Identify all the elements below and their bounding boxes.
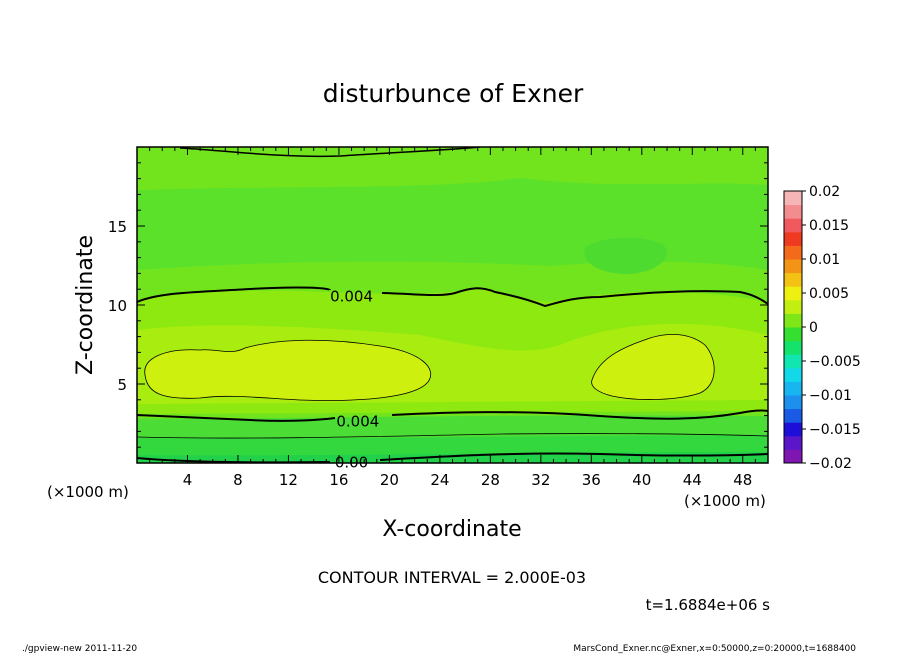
colorbar-swatch — [784, 435, 802, 450]
colorbar-swatch — [784, 422, 802, 437]
y-tick-label: 15 — [108, 218, 127, 236]
colorbar-swatch — [784, 354, 802, 369]
colorbar-swatch — [784, 408, 802, 423]
colorbar-swatch — [784, 259, 802, 274]
colorbar-swatch — [784, 327, 802, 342]
colorbar-swatch — [784, 286, 802, 301]
contour-0.004-lower — [137, 409, 768, 422]
colorbar-swatch — [784, 313, 802, 328]
colorbar-swatch — [784, 381, 802, 396]
x-tick-label: 44 — [683, 471, 702, 489]
x-tick-label: 32 — [531, 471, 550, 489]
colorbar-swatch — [784, 218, 802, 233]
x-tick-label: 40 — [632, 471, 651, 489]
colorbar-tick-label: −0.015 — [809, 422, 861, 438]
x-tick-label: 16 — [329, 471, 348, 489]
contour-interval-text: CONTOUR INTERVAL = 2.000E-03 — [318, 568, 586, 587]
patch-upper-right — [584, 237, 668, 275]
contour-0.002-lower — [137, 433, 768, 439]
chart-title: disturbunce of Exner — [323, 79, 584, 108]
colorbar-tick-label: 0.005 — [809, 286, 849, 302]
x-tick-label: 4 — [183, 471, 193, 489]
x-axis: 4 8 12 16 20 24 28 32 36 40 44 48 — [136, 147, 769, 489]
contour-fill — [137, 147, 768, 463]
x-unit-right: (×1000 m) — [684, 492, 766, 510]
colorbar-swatch — [784, 299, 802, 314]
colorbar: 0.02 0.015 0.01 0.005 0 −0.005 −0.01 −0.015 −0.0… — [783, 184, 861, 472]
x-tick-label: 48 — [733, 471, 752, 489]
colorbar-swatch — [784, 245, 802, 260]
contour-label: 0.004 — [330, 288, 373, 306]
contour-0.004-upper — [137, 286, 768, 308]
band-upper-0.002 — [137, 147, 768, 190]
y-tick-label: 5 — [117, 376, 127, 394]
y-axis: 5 10 15 — [108, 146, 768, 464]
y-axis-label: Z-coordinate — [73, 235, 98, 375]
colorbar-swatch — [784, 340, 802, 355]
blob-left — [144, 339, 432, 401]
blob-right — [591, 334, 715, 400]
colorbar-swatch — [784, 231, 802, 246]
colorbar-swatch — [784, 367, 802, 382]
colorbar-tick-label: 0.01 — [809, 252, 840, 268]
colorbar-tick-label: −0.01 — [809, 388, 852, 404]
x-tick-label: 20 — [380, 471, 399, 489]
colorbar-swatch — [784, 191, 802, 206]
footer-left: ./gpview-new 2011-11-20 — [22, 644, 137, 654]
x-tick-label: 36 — [582, 471, 601, 489]
colorbar-tick-label: −0.005 — [809, 354, 861, 370]
x-axis-label: X-coordinate — [382, 517, 521, 542]
x-tick-label: 28 — [481, 471, 500, 489]
y-tick-label: 10 — [108, 297, 127, 315]
x-tick-label: 24 — [430, 471, 449, 489]
time-text: t=1.6884e+06 s — [646, 596, 771, 614]
colorbar-swatch — [784, 204, 802, 219]
colorbar-tick-label: 0.02 — [809, 184, 840, 200]
x-unit-left: (×1000 m) — [47, 483, 129, 501]
x-tick-label: 8 — [233, 471, 243, 489]
footer-right: MarsCond_Exner.nc@Exner,x=0:50000,z=0:20… — [573, 644, 856, 654]
colorbar-tick-label: 0.015 — [809, 218, 849, 234]
x-tick-label: 12 — [279, 471, 298, 489]
colorbar-tick-label: 0 — [809, 320, 818, 336]
contour-label: 0.004 — [336, 412, 379, 430]
colorbar-tick-label: −0.02 — [809, 456, 852, 472]
colorbar-swatch — [784, 449, 802, 464]
contour-top — [179, 147, 481, 158]
colorbar-swatch — [784, 272, 802, 287]
colorbar-swatch — [784, 395, 802, 410]
